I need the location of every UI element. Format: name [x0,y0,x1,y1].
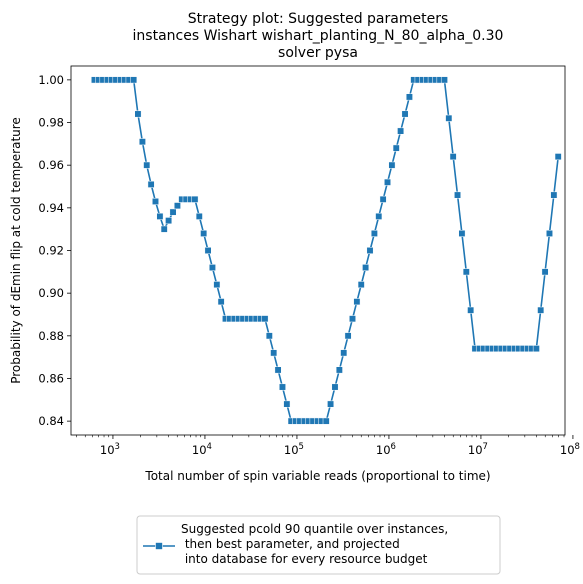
x-tick-label: 105 [284,442,304,457]
data-point [357,281,365,289]
data-point [532,345,540,353]
legend-box [136,515,501,575]
series-line [94,79,560,422]
data-point [445,114,453,122]
legend: Suggested pcold 90 quantile over instanc… [136,515,501,575]
data-point [331,383,339,391]
data-point [375,212,383,220]
data-point [335,366,343,374]
x-tick-label: 104 [192,442,212,457]
y-tick-label: 0.84 [38,414,64,428]
data-point [147,180,155,188]
y-axis-label: Probability of dEmin flip at cold temper… [9,117,23,384]
data-point [169,208,177,216]
chart-title-line-1: Strategy plot: Suggested parameters [188,11,449,27]
data-point [274,366,282,374]
data-point [392,144,400,152]
data-point [270,349,278,357]
data-point [160,225,168,233]
data-point [537,306,545,314]
data-point [353,298,361,306]
plot-frame [70,65,566,436]
data-point [362,264,370,272]
data-point [204,247,212,254]
data-point [546,229,553,237]
data-point [322,417,330,425]
x-tick-label: 107 [468,442,488,457]
y-tick-label: 0.88 [38,329,64,343]
y-tick-label: 0.98 [38,116,64,130]
data-point [366,247,374,254]
data-point [388,161,396,169]
data-point [173,202,181,210]
data-point [405,93,413,101]
data-point [467,306,475,314]
data-point [554,153,562,161]
data-point [379,195,387,203]
data-point [454,191,461,199]
data-point [397,127,405,135]
data-point [283,400,291,408]
data-point [449,153,457,161]
x-axis-label: Total number of spin variable reads (pro… [144,469,490,483]
y-tick-label: 0.86 [38,371,64,385]
data-point [349,315,356,323]
data-point [138,138,146,146]
data-point [462,268,470,276]
data-point [143,161,151,169]
data-point [208,264,216,272]
data-point [550,191,558,199]
data-point [541,268,549,276]
data-point [195,212,203,220]
data-point [327,400,335,408]
y-axis: 0.84 0.86 0.88 0.90 0.92 0.94 0.96 0.98 1.00 [38,73,71,428]
data-point [152,197,159,205]
y-tick-label: 0.96 [38,158,64,172]
data-point [130,76,138,84]
data-point [217,298,225,306]
x-tick-label: 108 [560,442,580,457]
y-tick-label: 0.94 [38,201,64,215]
data-point [265,332,273,340]
data-point [440,76,448,84]
y-tick-label: 0.90 [38,286,64,300]
y-tick-label: 0.92 [38,244,64,258]
data-point [384,178,391,186]
data-point [340,349,348,357]
plot-area: 0.84 0.86 0.88 0.90 0.92 0.94 0.96 0.98 1.00 103… [38,65,580,457]
data-point [279,383,286,391]
data-point [344,332,352,340]
y-tick-label: 1.00 [38,73,64,87]
data-point [200,229,208,237]
data-point [165,217,173,225]
data-point [458,229,466,237]
data-point [370,229,378,237]
data-point [213,281,221,289]
legend-marker-swatch [155,542,163,550]
x-tick-label: 106 [376,442,396,457]
x-tick-label: 103 [100,442,120,457]
legend-label: Suggested pcold 90 quantile over instanc… [181,522,448,566]
data-point [156,212,164,220]
data-point [134,110,142,118]
x-axis: 103 104 105 106 107 108 [76,435,580,457]
chart-title-line-2: instances Wishart wishart_planting_N_80_… [133,28,504,44]
data-point [191,195,199,203]
data-point [261,315,269,323]
data-point [401,110,409,118]
chart-title-line-3: solver pysa [278,45,358,61]
series-layer [91,76,562,425]
